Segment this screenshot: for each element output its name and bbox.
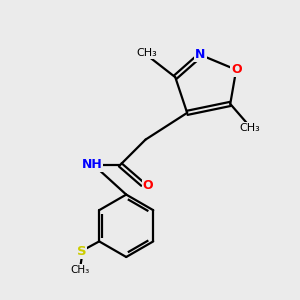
Text: CH₃: CH₃: [70, 265, 89, 275]
Text: NH: NH: [82, 158, 102, 171]
Text: N: N: [195, 48, 206, 62]
Text: O: O: [142, 179, 153, 192]
Text: CH₃: CH₃: [239, 123, 260, 133]
Text: S: S: [76, 245, 86, 258]
Text: CH₃: CH₃: [137, 48, 158, 59]
Text: O: O: [231, 63, 242, 76]
